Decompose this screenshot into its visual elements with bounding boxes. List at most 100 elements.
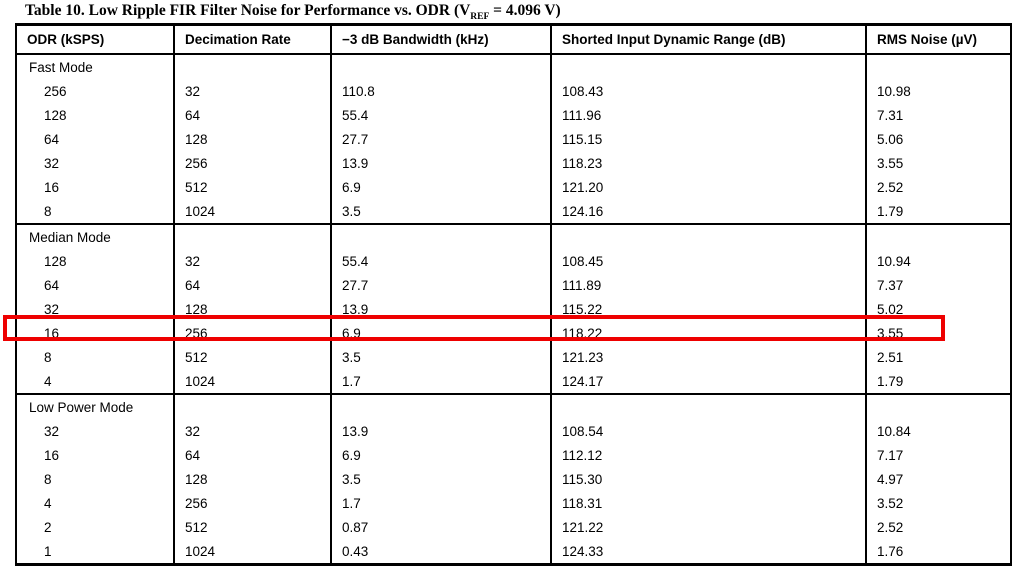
table-cell: 64: [173, 103, 332, 127]
table-cell: 4.97: [865, 467, 1012, 491]
table-cell: 7.37: [865, 273, 1012, 297]
table-cell: 108.45: [550, 249, 867, 273]
table-cell: 1024: [173, 539, 332, 565]
table-cell: 256: [173, 491, 332, 515]
table-cell: 27.7: [330, 127, 552, 151]
table-cell: 1.7: [330, 491, 552, 515]
table-cell: 121.22: [550, 515, 867, 539]
table-cell: 124.16: [550, 199, 867, 224]
table-cell: 1024: [173, 199, 332, 224]
table-row: 4 1024 1.7 124.17 1.79: [15, 369, 1012, 394]
table-cell: 115.22: [550, 297, 867, 321]
table-cell: 16: [15, 321, 175, 345]
empty-cell: [173, 393, 332, 419]
table-cell: 32: [15, 297, 175, 321]
table-cell: 3.5: [330, 467, 552, 491]
table-cell: 6.9: [330, 321, 552, 345]
table-cell: 115.30: [550, 467, 867, 491]
table-cell: 32: [173, 419, 332, 443]
table-cell: 256: [173, 151, 332, 175]
table-cell: 10.94: [865, 249, 1012, 273]
table-cell: 6.9: [330, 175, 552, 199]
table-row: 4 256 1.7 118.31 3.52: [15, 491, 1012, 515]
table-cell: 256: [173, 321, 332, 345]
table-cell: 1.76: [865, 539, 1012, 565]
table-cell: 7.31: [865, 103, 1012, 127]
table-cell: 7.17: [865, 443, 1012, 467]
table-cell: 64: [15, 273, 175, 297]
table-title: Table 10. Low Ripple FIR Filter Noise fo…: [25, 2, 561, 22]
table-cell: 64: [15, 127, 175, 151]
table-cell: 121.23: [550, 345, 867, 369]
table-cell: 0.87: [330, 515, 552, 539]
table-cell: 32: [173, 79, 332, 103]
table-cell: 2.51: [865, 345, 1012, 369]
table-cell: 0.43: [330, 539, 552, 565]
table-cell: 32: [15, 151, 175, 175]
table-cell: 8: [15, 467, 175, 491]
empty-cell: [550, 53, 867, 79]
table-cell: 118.22: [550, 321, 867, 345]
table-row: 8 1024 3.5 124.16 1.79: [15, 199, 1012, 224]
table-cell: 10.84: [865, 419, 1012, 443]
table-header: ODR (kSPS) Decimation Rate −3 dB Bandwid…: [15, 24, 1012, 55]
table-row: 32 256 13.9 118.23 3.55: [15, 151, 1012, 175]
empty-cell: [330, 223, 552, 249]
table-cell: 256: [15, 79, 175, 103]
table-row: 8 512 3.5 121.23 2.51: [15, 345, 1012, 369]
table-cell: 3.55: [865, 321, 1012, 345]
table-cell: 110.8: [330, 79, 552, 103]
table-cell: 1024: [173, 369, 332, 394]
column-header-dynamic-range: Shorted Input Dynamic Range (dB): [550, 24, 867, 55]
table-cell: 5.06: [865, 127, 1012, 151]
table-cell: 512: [173, 175, 332, 199]
table-cell: 8: [15, 345, 175, 369]
table-cell: 13.9: [330, 297, 552, 321]
table-cell: 16: [15, 175, 175, 199]
table-cell: 3.52: [865, 491, 1012, 515]
table-cell: 3.5: [330, 345, 552, 369]
table-cell: 64: [173, 273, 332, 297]
table-cell: 1.7: [330, 369, 552, 394]
table-cell: 8: [15, 199, 175, 224]
table-cell: 3.5: [330, 199, 552, 224]
table-cell: 118.31: [550, 491, 867, 515]
table-row: 128 64 55.4 111.96 7.31: [15, 103, 1012, 127]
table-cell: 118.23: [550, 151, 867, 175]
column-header-odr: ODR (kSPS): [15, 24, 175, 55]
table-cell: 16: [15, 443, 175, 467]
table-cell: 111.96: [550, 103, 867, 127]
table-cell: 27.7: [330, 273, 552, 297]
table-cell: 6.9: [330, 443, 552, 467]
table-cell: 512: [173, 345, 332, 369]
table-cell: 108.54: [550, 419, 867, 443]
table-cell: 112.12: [550, 443, 867, 467]
table-cell: 115.15: [550, 127, 867, 151]
empty-cell: [173, 53, 332, 79]
table-row: 128 32 55.4 108.45 10.94: [15, 249, 1012, 273]
column-header-bandwidth: −3 dB Bandwidth (kHz): [330, 24, 552, 55]
table-cell: 128: [173, 467, 332, 491]
empty-cell: [865, 223, 1012, 249]
table-row: 8 128 3.5 115.30 4.97: [15, 467, 1012, 491]
empty-cell: [550, 223, 867, 249]
table-cell: 128: [15, 249, 175, 273]
table-row: 32 32 13.9 108.54 10.84: [15, 419, 1012, 443]
table-title-label: Table 10.: [25, 2, 85, 19]
empty-cell: [865, 393, 1012, 419]
noise-performance-table: ODR (kSPS) Decimation Rate −3 dB Bandwid…: [15, 23, 1012, 566]
table-cell: 124.17: [550, 369, 867, 394]
section-label: Low Power Mode: [15, 393, 175, 419]
empty-cell: [173, 223, 332, 249]
table-title-main: Low Ripple FIR Filter Noise for Performa…: [84, 2, 471, 19]
table-cell: 108.43: [550, 79, 867, 103]
table-row: 32 128 13.9 115.22 5.02: [15, 297, 1012, 321]
table-cell: 5.02: [865, 297, 1012, 321]
table-title-tail: = 4.096 V): [489, 2, 561, 19]
section-header-row: Median Mode: [15, 223, 1012, 249]
table-cell: 10.98: [865, 79, 1012, 103]
table-cell: 55.4: [330, 249, 552, 273]
table-row: 256 32 110.8 108.43 10.98: [15, 79, 1012, 103]
table-cell: 1.79: [865, 369, 1012, 394]
table-row: 16 64 6.9 112.12 7.17: [15, 443, 1012, 467]
